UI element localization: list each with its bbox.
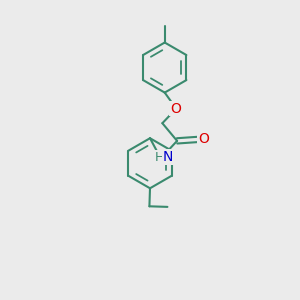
Text: H: H — [155, 151, 164, 164]
Text: N: N — [163, 150, 173, 164]
Text: O: O — [198, 132, 209, 146]
Text: O: O — [170, 102, 181, 116]
